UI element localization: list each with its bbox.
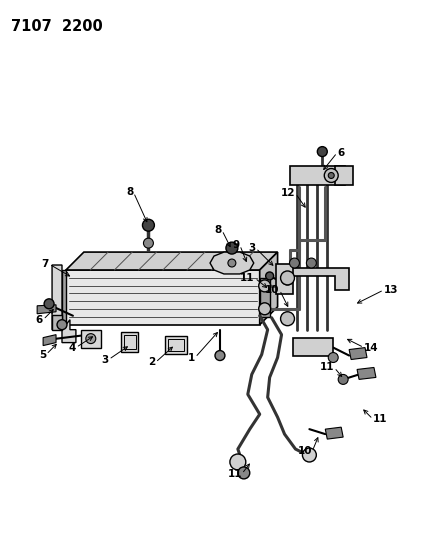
- Circle shape: [302, 448, 316, 462]
- Circle shape: [259, 303, 271, 315]
- Polygon shape: [260, 278, 270, 317]
- Circle shape: [338, 375, 348, 384]
- Text: 11: 11: [240, 273, 255, 283]
- Text: 11: 11: [373, 414, 387, 424]
- Polygon shape: [52, 265, 76, 343]
- Text: 14: 14: [364, 343, 379, 352]
- Circle shape: [57, 320, 67, 330]
- Polygon shape: [286, 268, 349, 290]
- Text: 9: 9: [233, 240, 240, 250]
- Text: 11: 11: [320, 362, 334, 373]
- Polygon shape: [325, 427, 343, 439]
- Circle shape: [328, 352, 338, 362]
- Polygon shape: [210, 252, 254, 274]
- Circle shape: [86, 334, 96, 344]
- Polygon shape: [66, 252, 278, 270]
- Circle shape: [226, 242, 238, 254]
- Circle shape: [328, 173, 334, 179]
- Text: 7107  2200: 7107 2200: [11, 19, 103, 34]
- Circle shape: [281, 271, 294, 285]
- Polygon shape: [52, 315, 62, 330]
- Text: 6: 6: [337, 148, 344, 158]
- Text: 13: 13: [384, 285, 399, 295]
- Circle shape: [228, 259, 236, 267]
- Circle shape: [281, 312, 294, 326]
- Text: 5: 5: [39, 350, 46, 360]
- Circle shape: [290, 258, 299, 268]
- Text: 1: 1: [188, 352, 195, 362]
- Circle shape: [266, 272, 274, 280]
- Bar: [168, 338, 184, 351]
- Circle shape: [317, 147, 327, 157]
- Text: 10: 10: [265, 285, 280, 295]
- Circle shape: [143, 238, 154, 248]
- Polygon shape: [260, 252, 278, 325]
- Polygon shape: [290, 166, 345, 185]
- Polygon shape: [66, 270, 260, 325]
- Circle shape: [230, 454, 246, 470]
- Polygon shape: [62, 270, 66, 325]
- Polygon shape: [275, 264, 293, 294]
- Circle shape: [142, 219, 154, 231]
- Circle shape: [44, 299, 54, 309]
- Circle shape: [238, 467, 250, 479]
- Text: 8: 8: [126, 188, 133, 197]
- Bar: [121, 332, 139, 352]
- Circle shape: [215, 351, 225, 360]
- Text: 12: 12: [281, 188, 296, 198]
- Text: 6: 6: [36, 314, 43, 325]
- Text: 4: 4: [69, 343, 76, 352]
- Circle shape: [324, 168, 338, 182]
- Polygon shape: [349, 348, 367, 360]
- Polygon shape: [293, 337, 333, 356]
- Polygon shape: [335, 166, 353, 185]
- Text: 10: 10: [298, 446, 312, 456]
- Text: 8: 8: [214, 225, 222, 235]
- Text: 7: 7: [42, 259, 49, 269]
- Polygon shape: [43, 335, 56, 345]
- Bar: [81, 330, 101, 348]
- Text: 11: 11: [227, 469, 242, 479]
- Text: 2: 2: [148, 358, 155, 367]
- Circle shape: [259, 280, 271, 292]
- Polygon shape: [37, 305, 56, 314]
- Circle shape: [281, 273, 293, 285]
- Bar: [124, 335, 136, 349]
- Text: 3: 3: [248, 243, 256, 253]
- Bar: [165, 336, 187, 353]
- Text: 3: 3: [101, 354, 109, 365]
- Circle shape: [306, 258, 316, 268]
- Polygon shape: [357, 367, 376, 379]
